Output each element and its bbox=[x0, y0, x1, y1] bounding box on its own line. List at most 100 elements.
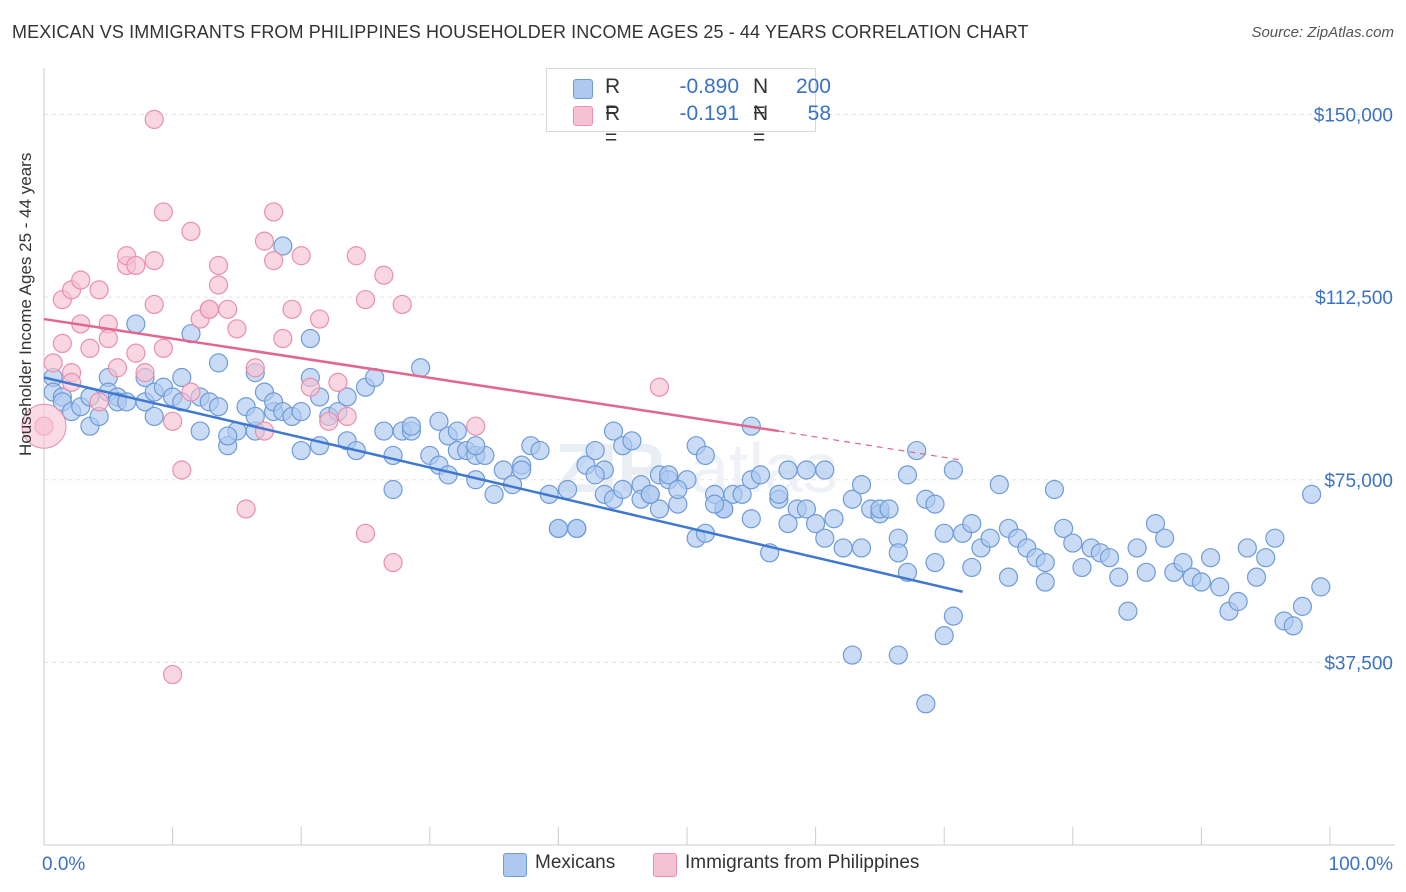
mexicans-point bbox=[429, 411, 449, 431]
mexicans-point bbox=[704, 494, 725, 514]
philippines-legend-swatch bbox=[653, 853, 677, 877]
mexicans-point bbox=[778, 460, 798, 480]
mexicans-point bbox=[190, 421, 210, 441]
philippines-point bbox=[291, 246, 311, 266]
mexicans-point bbox=[144, 406, 164, 427]
philippines-point bbox=[245, 358, 265, 378]
chart-title: MEXICAN VS IMMIGRANTS FROM PHILIPPINES H… bbox=[12, 22, 1029, 42]
mexicans-point bbox=[1210, 577, 1230, 597]
mexicans-point bbox=[1145, 513, 1166, 534]
mexicans-legend-swatch bbox=[503, 853, 527, 877]
mexicans-point bbox=[998, 567, 1019, 587]
mexicans-point bbox=[1173, 552, 1193, 573]
mexicans-point bbox=[1311, 577, 1331, 597]
mexicans-point bbox=[805, 513, 826, 534]
philippines-point bbox=[282, 299, 302, 319]
y-tick-label: $112,500 bbox=[1315, 288, 1393, 309]
mexicans-legend-label: Mexicans bbox=[535, 852, 616, 873]
mexicans-point bbox=[925, 494, 945, 514]
trend-lines bbox=[43, 317, 963, 593]
mexicans-trend-line bbox=[43, 376, 963, 593]
n-label: N = bbox=[753, 75, 769, 122]
r-value: -0.191 bbox=[679, 102, 739, 125]
axes bbox=[43, 68, 1395, 846]
mexicans-point bbox=[668, 479, 688, 500]
y-tick-label: $37,500 bbox=[1324, 653, 1393, 674]
mexicans-point bbox=[842, 645, 862, 665]
philippines-point bbox=[199, 299, 219, 319]
mexicans-point bbox=[1072, 557, 1092, 578]
philippines-point bbox=[89, 280, 109, 300]
philippines-point bbox=[52, 333, 72, 354]
mexicans-point bbox=[447, 421, 467, 441]
mexicans-point bbox=[291, 401, 311, 422]
philippines-point bbox=[273, 328, 293, 349]
mexicans-point bbox=[466, 436, 486, 456]
mexicans-point bbox=[732, 484, 752, 504]
philippines-point bbox=[346, 246, 366, 266]
mexicans-point bbox=[383, 445, 403, 466]
x-tick-label: 0.0% bbox=[42, 854, 85, 875]
x-tick-label: 100.0% bbox=[1329, 854, 1394, 875]
mexicans-point bbox=[1191, 572, 1212, 592]
philippines-point bbox=[172, 460, 192, 480]
mexicans-point bbox=[879, 499, 899, 519]
series-legend: Mexicans Immigrants from Philippines bbox=[503, 852, 943, 877]
n-label: N = bbox=[753, 102, 769, 149]
mexicans-point bbox=[1109, 567, 1129, 587]
philippines-swatch bbox=[573, 106, 593, 126]
mexicans-point bbox=[741, 509, 761, 529]
mexicans-point bbox=[484, 484, 504, 504]
philippines-point bbox=[153, 202, 174, 222]
philippines-point bbox=[319, 411, 339, 431]
philippines-point bbox=[126, 255, 146, 276]
mexicans-point bbox=[851, 538, 872, 558]
mexicans-point bbox=[291, 440, 311, 461]
mexicans-point bbox=[934, 625, 954, 646]
philippines-point bbox=[135, 363, 155, 383]
n-value: 200 bbox=[795, 75, 831, 98]
mexicans-point bbox=[1044, 479, 1065, 500]
y-tick-label: $150,000 bbox=[1314, 106, 1393, 127]
correlation-legend: R = -0.890 N = 200 R = -0.191 N = 58 bbox=[546, 68, 831, 149]
philippines-point bbox=[181, 382, 201, 402]
mexicans-point bbox=[943, 460, 963, 480]
r-label: R = bbox=[605, 75, 621, 122]
philippines-point bbox=[80, 338, 100, 358]
mexicans-point bbox=[833, 538, 853, 558]
philippines-point bbox=[300, 377, 320, 397]
mexicans-point bbox=[1054, 518, 1074, 539]
mexicans-point bbox=[1265, 528, 1285, 548]
philippines-point bbox=[328, 372, 348, 392]
mexicans-point bbox=[769, 484, 789, 504]
mexicans-point bbox=[411, 358, 431, 378]
philippines-point bbox=[264, 202, 284, 222]
mexicans-point bbox=[438, 465, 458, 485]
mexicans-point bbox=[980, 528, 1000, 548]
mexicans-point bbox=[245, 406, 265, 427]
mexicans-point bbox=[1136, 562, 1156, 582]
mexicans-point bbox=[401, 416, 422, 436]
philippines-point bbox=[126, 343, 146, 363]
r-label: R = bbox=[605, 102, 621, 149]
mexicans-point bbox=[1127, 538, 1147, 558]
mexicans-point bbox=[1256, 548, 1276, 568]
mexicans-point bbox=[218, 426, 238, 446]
mexicans-point bbox=[659, 465, 679, 485]
n-value: 58 bbox=[807, 102, 831, 125]
mexicans-point bbox=[585, 440, 605, 461]
mexicans-point bbox=[273, 236, 293, 256]
mexicans-point bbox=[1292, 596, 1313, 616]
mexicans-point bbox=[925, 552, 945, 573]
philippines-point bbox=[466, 416, 486, 436]
y-axis-title: Householder Income Ages 25 - 44 years bbox=[16, 153, 36, 456]
mexicans-point bbox=[796, 460, 817, 480]
philippines-point bbox=[649, 377, 670, 397]
philippines-point bbox=[144, 109, 164, 129]
philippines-point bbox=[144, 251, 164, 271]
mexicans-point bbox=[907, 440, 927, 461]
philippines-point bbox=[89, 392, 109, 412]
mexicans-point bbox=[989, 475, 1009, 495]
data-points bbox=[21, 109, 1331, 714]
philippines-point bbox=[98, 328, 118, 349]
